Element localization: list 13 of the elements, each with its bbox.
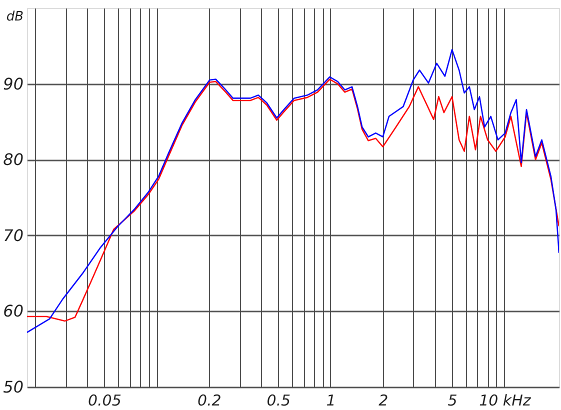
x-tick-label: 1 xyxy=(326,392,336,410)
y-axis-title: dB xyxy=(6,10,24,24)
y-tick-label: 90 xyxy=(3,74,24,94)
x-tick-label: 5 xyxy=(448,392,458,410)
x-tick-label: 0.5 xyxy=(266,392,291,410)
x-tick-label: 10 kHz xyxy=(479,392,532,410)
y-tick-label: 60 xyxy=(3,302,24,321)
x-tick-label: 0.05 xyxy=(88,392,122,410)
y-tick-label: 50 xyxy=(3,378,24,396)
x-tick-label: 2 xyxy=(378,392,388,410)
x-tick-label: 0.2 xyxy=(197,392,222,410)
y-tick-label: 70 xyxy=(3,226,24,245)
y-tick-label: 80 xyxy=(3,150,24,170)
